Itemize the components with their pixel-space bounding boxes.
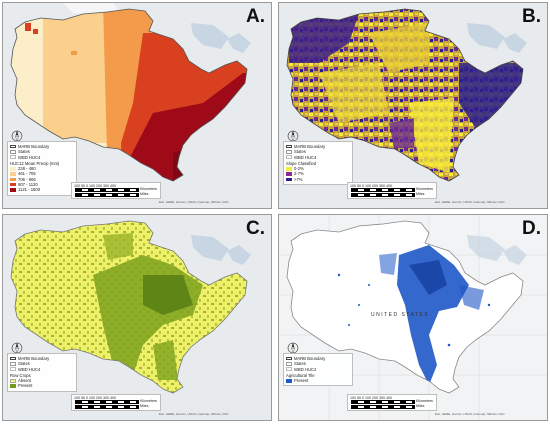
legend-class: 706 - 906 — [18, 176, 36, 182]
legend-item: WBD HUC4 — [294, 366, 317, 372]
scale-unit-km: Kilometers — [416, 399, 433, 403]
attribution: Esri, HERE, Garmin, USGS, Intermap, NRCa… — [159, 412, 229, 416]
map-panel-slope: B. MARB Boundary States WBD HUC4 Slope C… — [278, 2, 548, 209]
attribution: Esri, HERE, Garmin, USGS, Intermap, NRCa… — [435, 412, 505, 416]
map-panel-agricultural-tile: UNITED STATES D. MARB Boundary States WB… — [278, 214, 548, 421]
legend-item: WBD HUC4 — [18, 366, 41, 372]
legend: MARB Boundary States WBD HUC4 HUC12 Mean… — [7, 141, 77, 196]
basemap — [3, 3, 271, 208]
country-label: UNITED STATES — [371, 312, 430, 318]
scale-unit-mi: Miles — [416, 404, 425, 408]
legend-item: States — [294, 149, 306, 155]
legend-item: States — [294, 361, 306, 367]
basemap — [279, 215, 547, 420]
panel-label: C. — [246, 218, 265, 239]
scale-unit-mi: Miles — [140, 404, 149, 408]
legend-item: MARB Boundary — [18, 144, 50, 149]
legend-class: Present — [18, 383, 33, 389]
map-panel-precipitation: A. MARB Boundary States WBD HUC4 HUC12 M… — [2, 2, 272, 209]
legend-item: States — [18, 149, 30, 155]
legend-title: Row Crops — [10, 372, 31, 378]
attribution: Esri, HERE, Garmin, USGS, Intermap, NRCa… — [159, 200, 229, 204]
legend-class: >7% — [294, 176, 303, 182]
legend-class: 1121 - 1500 — [18, 187, 41, 193]
scale-unit-mi: Miles — [140, 192, 149, 196]
legend-item: MARB Boundary — [18, 356, 50, 361]
legend: MARB Boundary States WBD HUC4 Agricultur… — [283, 353, 353, 387]
legend-item: States — [18, 361, 30, 367]
panel-label: B. — [522, 6, 541, 27]
legend-item: WBD HUC4 — [294, 154, 317, 160]
scale-unit-km: Kilometers — [416, 187, 433, 191]
attribution: Esri, HERE, Garmin, USGS, Intermap, NRCa… — [435, 200, 505, 204]
north-arrow-icon — [10, 341, 24, 355]
scale-bar: 100 50 0 100 200 300 400 Kilometers Mile… — [347, 182, 437, 199]
legend-item: WBD HUC4 — [18, 154, 41, 160]
legend-title: HUC12 Mean Precip (mm) — [10, 160, 60, 166]
scale-bar: 100 50 0 100 200 300 400 Kilometers Mile… — [347, 394, 437, 411]
legend-class: 228 - 460 — [18, 166, 36, 172]
legend-title: Agricultural Tile — [286, 372, 315, 378]
panel-label: D. — [522, 218, 541, 239]
scale-bar: 100 50 0 100 200 300 400 Kilometers Mile… — [71, 394, 161, 411]
legend-class: 907 - 1120 — [18, 182, 38, 188]
legend-item: MARB Boundary — [294, 356, 326, 361]
scale-unit-mi: Miles — [416, 192, 425, 196]
panel-label: A. — [246, 6, 265, 27]
scale-unit-km: Kilometers — [140, 399, 157, 403]
tile-drainage-presence — [337, 245, 491, 385]
scale-unit-km: Kilometers — [140, 187, 157, 191]
legend: MARB Boundary States WBD HUC4 Slope Clas… — [283, 141, 353, 186]
scale-bar: 100 50 0 100 200 300 400 Kilometers Mile… — [71, 182, 161, 199]
map-panel-row-crops: C. MARB Boundary States WBD HUC4 Row Cro… — [2, 214, 272, 421]
scale-ticks: 100 50 0 100 200 300 400 — [74, 184, 116, 188]
legend-title: Slope Classified — [286, 160, 317, 166]
legend-class: Present — [294, 378, 309, 384]
scale-ticks: 100 50 0 100 200 300 400 — [350, 184, 392, 188]
legend-item: MARB Boundary — [294, 144, 326, 149]
legend-class: 2-7% — [294, 171, 304, 177]
legend-class: 0-2% — [294, 166, 304, 172]
legend-swatch — [10, 167, 16, 171]
legend-class: Absent — [18, 378, 32, 384]
scale-ticks: 100 50 0 100 200 300 400 — [350, 396, 392, 400]
north-arrow-icon — [286, 341, 300, 355]
legend: MARB Boundary States WBD HUC4 Row Crops … — [7, 353, 77, 392]
scale-ticks: 100 50 0 100 200 300 400 — [74, 396, 116, 400]
legend-class: 461 - 705 — [18, 171, 36, 177]
